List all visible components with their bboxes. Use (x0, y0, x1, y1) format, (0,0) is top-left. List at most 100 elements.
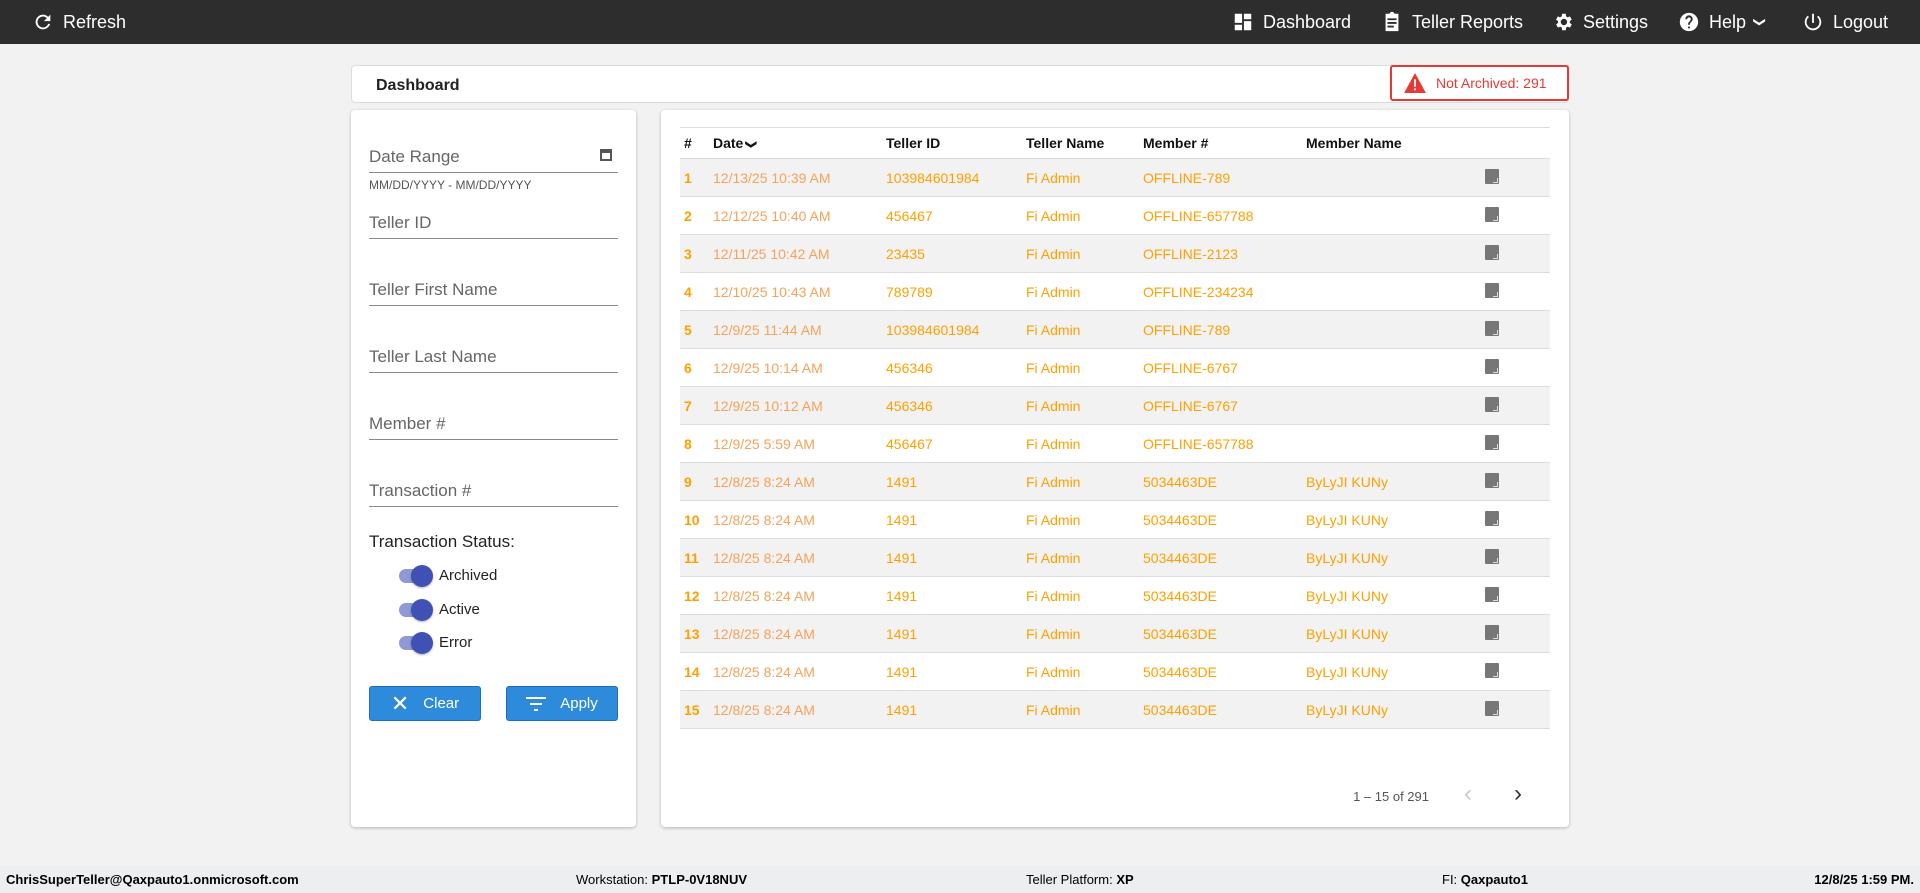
date-range-input[interactable]: Date Range (369, 143, 618, 173)
row-number: 1 (680, 158, 713, 197)
col-teller-name[interactable]: Teller Name (1026, 127, 1143, 159)
dashboard-icon (1234, 13, 1252, 31)
fi-info: FI: Qaxpauto1 (1442, 872, 1528, 887)
transaction-status-label: Transaction Status: (369, 532, 515, 551)
document-icon[interactable] (1485, 358, 1499, 374)
document-icon[interactable] (1485, 662, 1499, 678)
document-icon[interactable] (1485, 472, 1499, 488)
row-member-name (1306, 424, 1485, 463)
row-action (1485, 690, 1550, 729)
document-icon[interactable] (1485, 320, 1499, 336)
nav-logout[interactable]: Logout (1802, 0, 1888, 44)
prev-page-button[interactable]: ‹ (1464, 780, 1472, 807)
table-row[interactable]: 1 12/13/25 10:39 AM 103984601984 Fi Admin OF… (680, 158, 1550, 197)
row-teller-id: 1491 (886, 652, 1026, 691)
table-row[interactable]: 2 12/12/25 10:40 AM 456467 Fi Admin OFFLINE-… (680, 196, 1550, 235)
not-archived-alert[interactable]: Not Archived: 291 (1390, 65, 1569, 101)
transaction-number-input[interactable]: Transaction # (369, 477, 618, 507)
datetime: 12/8/25 1:59 PM. (1814, 872, 1914, 887)
teller-id-input[interactable]: Teller ID (369, 209, 618, 239)
row-number: 2 (680, 196, 713, 235)
document-icon[interactable] (1485, 396, 1499, 412)
calendar-icon[interactable] (600, 149, 612, 161)
teller-first-name-input[interactable]: Teller First Name (369, 276, 618, 306)
table-row[interactable]: 3 12/11/25 10:42 AM 23435 Fi Admin OFFLINE-2… (680, 234, 1550, 273)
pagination-range: 1 – 15 of 291 (1353, 789, 1429, 804)
row-teller-id: 789789 (886, 272, 1026, 311)
table-row[interactable]: 14 12/8/25 8:24 AM 1491 Fi Admin 5034463DE By… (680, 652, 1550, 691)
table-row[interactable]: 7 12/9/25 10:12 AM 456346 Fi Admin OFFLINE-6… (680, 386, 1550, 425)
col-teller-id[interactable]: Teller ID (886, 127, 1026, 159)
row-number: 14 (680, 652, 713, 691)
document-icon[interactable] (1485, 434, 1499, 450)
col-member-name[interactable]: Member Name (1306, 127, 1485, 159)
col-actions (1485, 127, 1550, 159)
row-teller-name: Fi Admin (1026, 576, 1143, 615)
row-date: 12/12/25 10:40 AM (713, 196, 886, 235)
toggle-error[interactable]: Error (399, 631, 472, 654)
nav-settings[interactable]: Settings (1552, 0, 1648, 44)
chevron-down-icon: ❯ (1753, 16, 1768, 28)
row-action (1485, 234, 1550, 273)
table-row[interactable]: 4 12/10/25 10:43 AM 789789 Fi Admin OFFLINE-… (680, 272, 1550, 311)
row-member-number: 5034463DE (1143, 462, 1306, 501)
toggle-archived[interactable]: Archived (399, 564, 497, 587)
document-icon[interactable] (1485, 244, 1499, 260)
table-row[interactable]: 8 12/9/25 5:59 AM 456467 Fi Admin OFFLINE-65… (680, 424, 1550, 463)
document-icon[interactable] (1485, 282, 1499, 298)
teller-last-name-input[interactable]: Teller Last Name (369, 343, 618, 373)
document-icon[interactable] (1485, 586, 1499, 602)
row-member-number: 5034463DE (1143, 652, 1306, 691)
document-icon[interactable] (1485, 206, 1499, 222)
table-row[interactable]: 13 12/8/25 8:24 AM 1491 Fi Admin 5034463DE By… (680, 614, 1550, 653)
row-action (1485, 424, 1550, 463)
row-date: 12/8/25 8:24 AM (713, 462, 886, 501)
row-member-number: OFFLINE-789 (1143, 158, 1306, 197)
table-row[interactable]: 6 12/9/25 10:14 AM 456346 Fi Admin OFFLINE-6… (680, 348, 1550, 387)
gear-icon (1556, 13, 1572, 31)
row-number: 7 (680, 386, 713, 425)
next-page-button[interactable]: › (1514, 780, 1522, 807)
row-teller-name: Fi Admin (1026, 462, 1143, 501)
row-action (1485, 576, 1550, 615)
row-teller-id: 1491 (886, 576, 1026, 615)
document-icon[interactable] (1485, 700, 1499, 716)
document-icon[interactable] (1485, 548, 1499, 564)
document-icon[interactable] (1485, 624, 1499, 640)
apply-button[interactable]: Apply (506, 686, 618, 721)
table-row[interactable]: 5 12/9/25 11:44 AM 103984601984 Fi Admin OFF… (680, 310, 1550, 349)
row-teller-id: 1491 (886, 538, 1026, 577)
table-row[interactable]: 10 12/8/25 8:24 AM 1491 Fi Admin 5034463DE By… (680, 500, 1550, 539)
refresh-button[interactable]: Refresh (32, 0, 126, 44)
transactions-panel: # Date ❯ Teller ID Teller Name Member # … (661, 110, 1569, 827)
user-email: ChrisSuperTeller@Qaxpauto1.onmicrosoft.c… (6, 872, 299, 887)
row-member-name (1306, 272, 1485, 311)
row-member-name: ByLyJI KUNy (1306, 500, 1485, 539)
row-date: 12/9/25 11:44 AM (713, 310, 886, 349)
toggle-active[interactable]: Active (399, 598, 480, 621)
nav-teller-reports[interactable]: Teller Reports (1381, 0, 1523, 44)
row-teller-name: Fi Admin (1026, 690, 1143, 729)
nav-dashboard[interactable]: Dashboard (1232, 0, 1351, 44)
table-row[interactable]: 11 12/8/25 8:24 AM 1491 Fi Admin 5034463DE By… (680, 538, 1550, 577)
document-icon[interactable] (1485, 168, 1499, 184)
col-date[interactable]: Date ❯ (713, 127, 886, 159)
row-action (1485, 310, 1550, 349)
nav-help[interactable]: Help ❯ (1678, 0, 1768, 44)
row-member-name: ByLyJI KUNy (1306, 576, 1485, 615)
col-member-number[interactable]: Member # (1143, 127, 1306, 159)
table-row[interactable]: 15 12/8/25 8:24 AM 1491 Fi Admin 5034463DE By… (680, 690, 1550, 729)
table-row[interactable]: 9 12/8/25 8:24 AM 1491 Fi Admin 5034463DE ByL… (680, 462, 1550, 501)
document-icon[interactable] (1485, 510, 1499, 526)
power-icon (1804, 13, 1822, 31)
row-member-number: OFFLINE-234234 (1143, 272, 1306, 311)
filter-panel: Date Range MM/DD/YYYY - MM/DD/YYYY Telle… (351, 110, 636, 827)
member-number-input[interactable]: Member # (369, 410, 618, 440)
table-row[interactable]: 12 12/8/25 8:24 AM 1491 Fi Admin 5034463DE By… (680, 576, 1550, 615)
help-icon (1679, 12, 1699, 32)
row-member-number: 5034463DE (1143, 576, 1306, 615)
clear-button[interactable]: ✕ Clear (369, 686, 481, 721)
row-teller-id: 103984601984 (886, 158, 1026, 197)
row-member-name (1306, 386, 1485, 425)
row-teller-id: 23435 (886, 234, 1026, 273)
